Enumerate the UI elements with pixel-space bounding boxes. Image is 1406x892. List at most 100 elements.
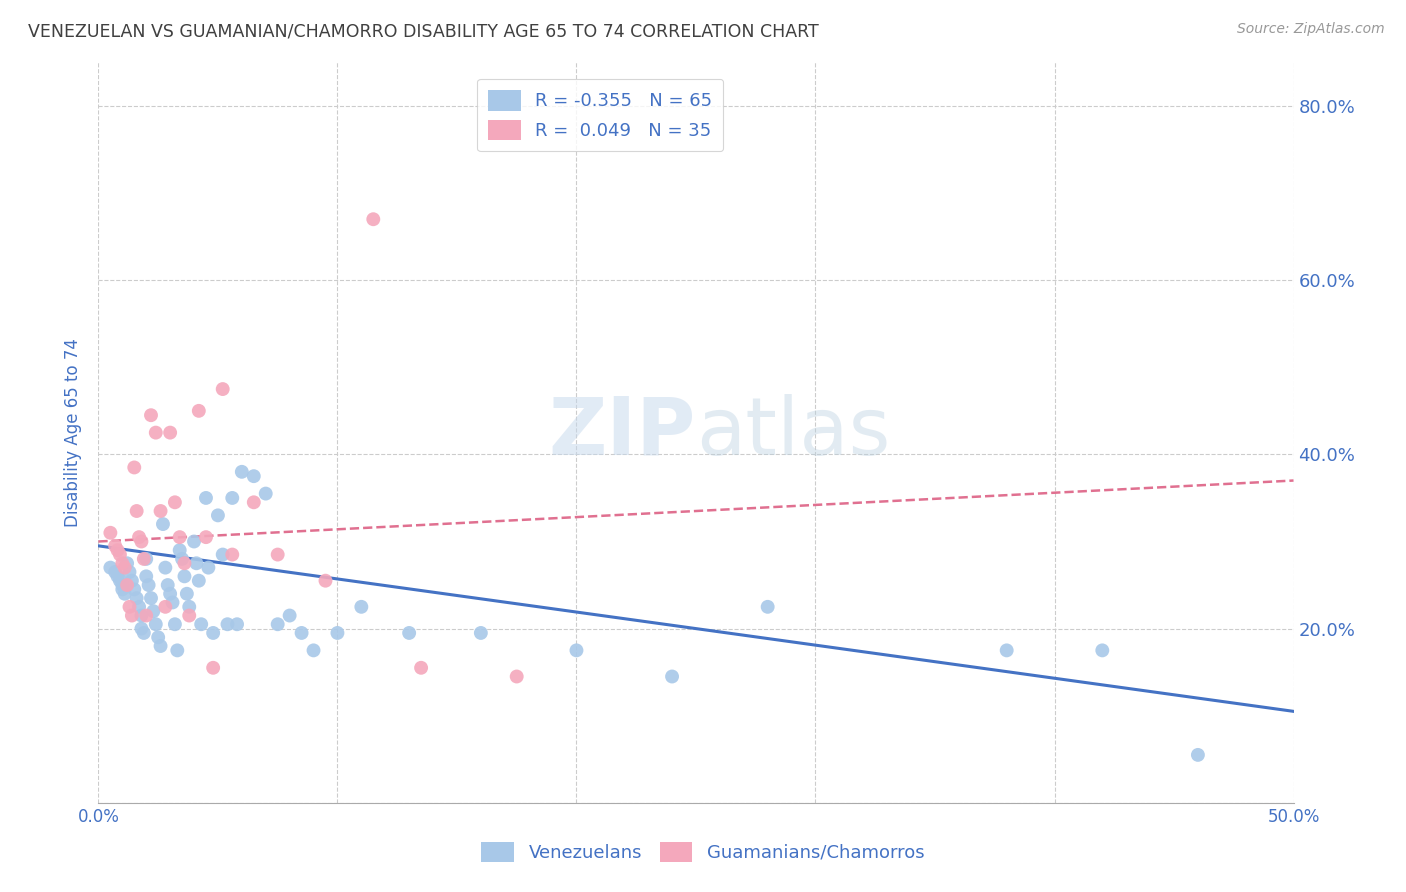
Point — [138, 578, 160, 592]
Point — [156, 578, 179, 592]
Point — [231, 465, 253, 479]
Point — [173, 569, 195, 583]
Point — [111, 556, 134, 570]
Point — [163, 617, 186, 632]
Point — [131, 608, 153, 623]
Point — [197, 560, 219, 574]
Point — [111, 582, 134, 597]
Point — [267, 548, 290, 562]
Point — [169, 530, 191, 544]
Point — [221, 548, 243, 562]
Point — [183, 534, 205, 549]
Point — [135, 552, 157, 566]
Point — [243, 469, 266, 483]
Point — [149, 639, 172, 653]
Point — [121, 574, 143, 588]
Point — [132, 552, 155, 566]
Point — [211, 382, 233, 396]
Point — [111, 578, 134, 592]
Point — [155, 599, 177, 614]
Point — [124, 582, 146, 597]
Text: atlas: atlas — [696, 393, 890, 472]
Point — [139, 591, 162, 606]
Point — [131, 622, 153, 636]
Point — [202, 626, 225, 640]
Point — [145, 617, 167, 632]
Point — [115, 578, 138, 592]
Point — [350, 599, 373, 614]
Point — [565, 643, 588, 657]
Point — [243, 495, 266, 509]
Point — [278, 608, 301, 623]
Point — [302, 643, 325, 657]
Y-axis label: Disability Age 65 to 74: Disability Age 65 to 74 — [65, 338, 83, 527]
Point — [128, 599, 150, 614]
Point — [159, 587, 181, 601]
Point — [179, 608, 201, 623]
Point — [166, 643, 188, 657]
Point — [135, 569, 157, 583]
Point — [124, 460, 146, 475]
Point — [315, 574, 337, 588]
Point — [187, 404, 209, 418]
Point — [108, 548, 131, 562]
Point — [411, 661, 433, 675]
Point — [114, 587, 136, 601]
Point — [104, 539, 127, 553]
Point — [131, 534, 153, 549]
Point — [176, 587, 198, 601]
Point — [254, 486, 277, 500]
Point — [115, 556, 138, 570]
Point — [104, 565, 127, 579]
Point — [179, 599, 201, 614]
Text: ZIP: ZIP — [548, 393, 696, 472]
Point — [1091, 643, 1114, 657]
Point — [118, 565, 141, 579]
Point — [202, 661, 225, 675]
Text: VENEZUELAN VS GUAMANIAN/CHAMORRO DISABILITY AGE 65 TO 74 CORRELATION CHART: VENEZUELAN VS GUAMANIAN/CHAMORRO DISABIL… — [28, 22, 818, 40]
Point — [169, 543, 191, 558]
Point — [145, 425, 167, 440]
Point — [98, 525, 122, 540]
Point — [152, 517, 174, 532]
Point — [128, 530, 150, 544]
Point — [132, 626, 155, 640]
Point — [135, 608, 157, 623]
Point — [221, 491, 243, 505]
Point — [398, 626, 420, 640]
Point — [186, 556, 208, 570]
Point — [155, 560, 177, 574]
Point — [125, 504, 148, 518]
Point — [195, 491, 218, 505]
Point — [326, 626, 349, 640]
Point — [190, 617, 212, 632]
Text: Source: ZipAtlas.com: Source: ZipAtlas.com — [1237, 22, 1385, 37]
Point — [211, 548, 233, 562]
Point — [1187, 747, 1209, 762]
Point — [98, 560, 122, 574]
Point — [108, 574, 131, 588]
Legend: R = -0.355   N = 65, R =  0.049   N = 35: R = -0.355 N = 65, R = 0.049 N = 35 — [478, 78, 723, 152]
Point — [162, 595, 184, 609]
Point — [267, 617, 290, 632]
Point — [217, 617, 239, 632]
Point — [506, 669, 529, 683]
Point — [125, 591, 148, 606]
Point — [142, 604, 165, 618]
Point — [173, 556, 195, 570]
Point — [114, 560, 136, 574]
Point — [118, 599, 141, 614]
Point — [159, 425, 181, 440]
Point — [187, 574, 209, 588]
Point — [226, 617, 249, 632]
Point — [195, 530, 218, 544]
Point — [163, 495, 186, 509]
Point — [148, 630, 170, 644]
Legend: Venezuelans, Guamanians/Chamorros: Venezuelans, Guamanians/Chamorros — [474, 834, 932, 870]
Point — [107, 569, 129, 583]
Point — [172, 552, 194, 566]
Point — [661, 669, 683, 683]
Point — [995, 643, 1018, 657]
Point — [207, 508, 229, 523]
Point — [363, 212, 385, 227]
